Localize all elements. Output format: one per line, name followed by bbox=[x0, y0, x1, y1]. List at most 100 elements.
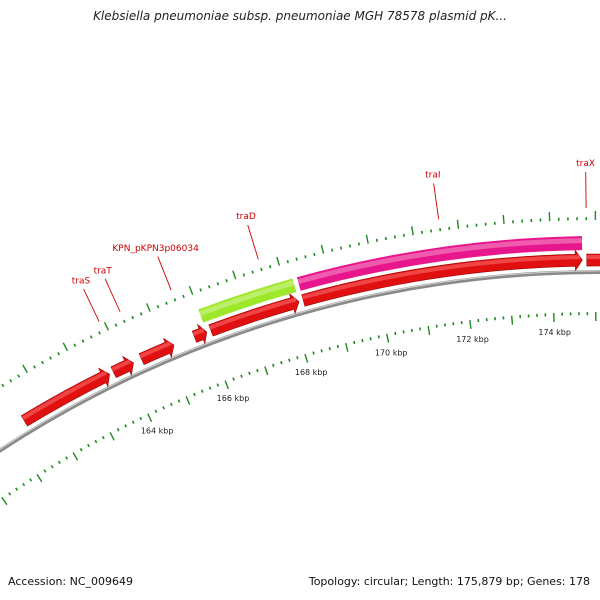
genome-summary-text: Topology: circular; Length: 175,879 bp; … bbox=[308, 575, 590, 588]
highlight-band-shine bbox=[297, 238, 583, 285]
outer-minor-tick bbox=[173, 298, 177, 302]
inner-minor-tick bbox=[336, 344, 340, 349]
inner-minor-tick bbox=[200, 389, 204, 393]
inner-major-tick bbox=[185, 396, 191, 405]
inner-major-tick bbox=[427, 325, 431, 336]
outer-minor-tick bbox=[313, 252, 316, 257]
forward-gene[interactable] bbox=[586, 250, 600, 270]
highlight-track bbox=[198, 236, 583, 323]
forward-gene[interactable] bbox=[301, 249, 583, 307]
inner-minor-tick bbox=[240, 374, 243, 378]
forward-gene-shine bbox=[586, 255, 600, 260]
highlight-band[interactable] bbox=[296, 236, 583, 291]
outer-major-tick bbox=[22, 364, 28, 374]
inner-minor-tick bbox=[272, 363, 275, 367]
inner-minor-tick bbox=[402, 330, 405, 334]
inner-minor-tick bbox=[328, 346, 331, 351]
inner-minor-tick bbox=[57, 460, 61, 465]
inner-minor-tick bbox=[353, 340, 356, 345]
outer-major-tick bbox=[145, 303, 151, 312]
outer-tick-ring bbox=[1, 211, 597, 388]
inner-minor-tick bbox=[29, 478, 33, 482]
forward-gene[interactable] bbox=[208, 292, 300, 337]
forward-gene[interactable] bbox=[20, 367, 110, 427]
inner-major-tick bbox=[469, 319, 472, 330]
outer-major-tick bbox=[62, 342, 69, 352]
outer-minor-tick bbox=[268, 265, 272, 269]
inner-minor-tick bbox=[394, 331, 397, 336]
outer-minor-tick bbox=[402, 233, 405, 237]
inner-major-tick bbox=[304, 353, 309, 363]
outer-minor-tick bbox=[73, 343, 77, 347]
inner-minor-tick bbox=[369, 337, 372, 341]
gene-label-text[interactable]: traI bbox=[425, 171, 440, 181]
outer-minor-tick bbox=[123, 319, 126, 324]
inner-minor-tick bbox=[419, 327, 422, 331]
gene-label-text[interactable]: traT bbox=[94, 267, 113, 277]
gene-label[interactable]: KPN_pKPN3p06034 bbox=[112, 244, 199, 291]
outer-minor-tick bbox=[9, 378, 13, 383]
outer-major-tick bbox=[276, 256, 281, 266]
outer-minor-tick bbox=[260, 267, 263, 272]
outer-minor-tick bbox=[339, 246, 343, 250]
gene-label-text[interactable]: traS bbox=[72, 277, 91, 287]
outer-minor-tick bbox=[33, 365, 36, 369]
highlight-band-fill[interactable] bbox=[296, 236, 583, 291]
outer-minor-tick bbox=[225, 279, 228, 283]
outer-minor-tick bbox=[375, 238, 378, 242]
inner-minor-tick bbox=[43, 469, 47, 473]
inner-minor-tick bbox=[193, 392, 196, 397]
scale-tick-label: 172 kbp bbox=[456, 335, 489, 344]
forward-gene[interactable] bbox=[138, 337, 175, 365]
forward-gene-arrow[interactable] bbox=[586, 250, 600, 270]
outer-minor-tick bbox=[393, 235, 396, 239]
forward-gene-shine bbox=[21, 370, 108, 421]
gene-label-leader bbox=[247, 224, 259, 260]
inner-major-tick bbox=[1, 496, 8, 506]
forward-gene-shine bbox=[301, 255, 581, 300]
inner-minor-tick bbox=[208, 386, 212, 390]
outer-minor-tick bbox=[41, 360, 44, 365]
outer-minor-tick bbox=[17, 374, 21, 378]
accession-text: Accession: NC_009649 bbox=[8, 575, 134, 588]
map-title: Klebsiella pneumoniae subsp. pneumoniae … bbox=[93, 9, 507, 23]
inner-minor-tick bbox=[65, 456, 69, 460]
gene-label-text[interactable]: KPN_pKPN3p06034 bbox=[112, 244, 199, 254]
outer-minor-tick bbox=[384, 236, 387, 241]
outer-major-tick bbox=[188, 285, 194, 295]
outer-major-tick bbox=[456, 219, 460, 229]
inner-major-tick bbox=[36, 473, 43, 483]
highlight-band[interactable] bbox=[198, 278, 297, 323]
gene-label[interactable]: traD bbox=[236, 212, 259, 260]
outer-minor-tick bbox=[57, 352, 61, 356]
outer-major-tick bbox=[103, 321, 110, 331]
inner-minor-tick bbox=[101, 435, 105, 440]
outer-minor-tick bbox=[81, 339, 85, 343]
gene-label-text[interactable]: traD bbox=[236, 212, 256, 222]
scale-tick-label: 166 kbp bbox=[217, 394, 250, 403]
inner-minor-tick bbox=[280, 361, 283, 365]
forward-gene-arrow[interactable] bbox=[301, 249, 583, 307]
outer-major-tick bbox=[320, 244, 325, 254]
highlight-band-fill[interactable] bbox=[198, 278, 297, 323]
outer-minor-tick bbox=[199, 288, 202, 292]
inner-minor-tick bbox=[312, 351, 315, 355]
outer-minor-tick bbox=[331, 248, 334, 252]
outer-minor-tick bbox=[131, 315, 135, 320]
forward-gene-shine bbox=[192, 328, 205, 336]
forward-gene[interactable] bbox=[191, 323, 208, 345]
inner-minor-tick bbox=[288, 358, 291, 362]
inner-minor-tick bbox=[139, 416, 143, 421]
gene-label[interactable]: traS bbox=[72, 277, 100, 322]
gene-label[interactable]: traX bbox=[576, 159, 595, 209]
gene-label-text[interactable]: traX bbox=[576, 159, 595, 169]
gene-label[interactable]: traI bbox=[425, 171, 441, 220]
forward-gene[interactable] bbox=[110, 355, 134, 379]
outer-minor-tick bbox=[139, 312, 143, 316]
forward-gene-track bbox=[20, 249, 600, 427]
gene-label[interactable]: traT bbox=[94, 267, 121, 312]
gene-label-leader bbox=[104, 278, 121, 312]
outer-minor-tick bbox=[182, 294, 185, 299]
inner-major-tick bbox=[345, 342, 349, 352]
